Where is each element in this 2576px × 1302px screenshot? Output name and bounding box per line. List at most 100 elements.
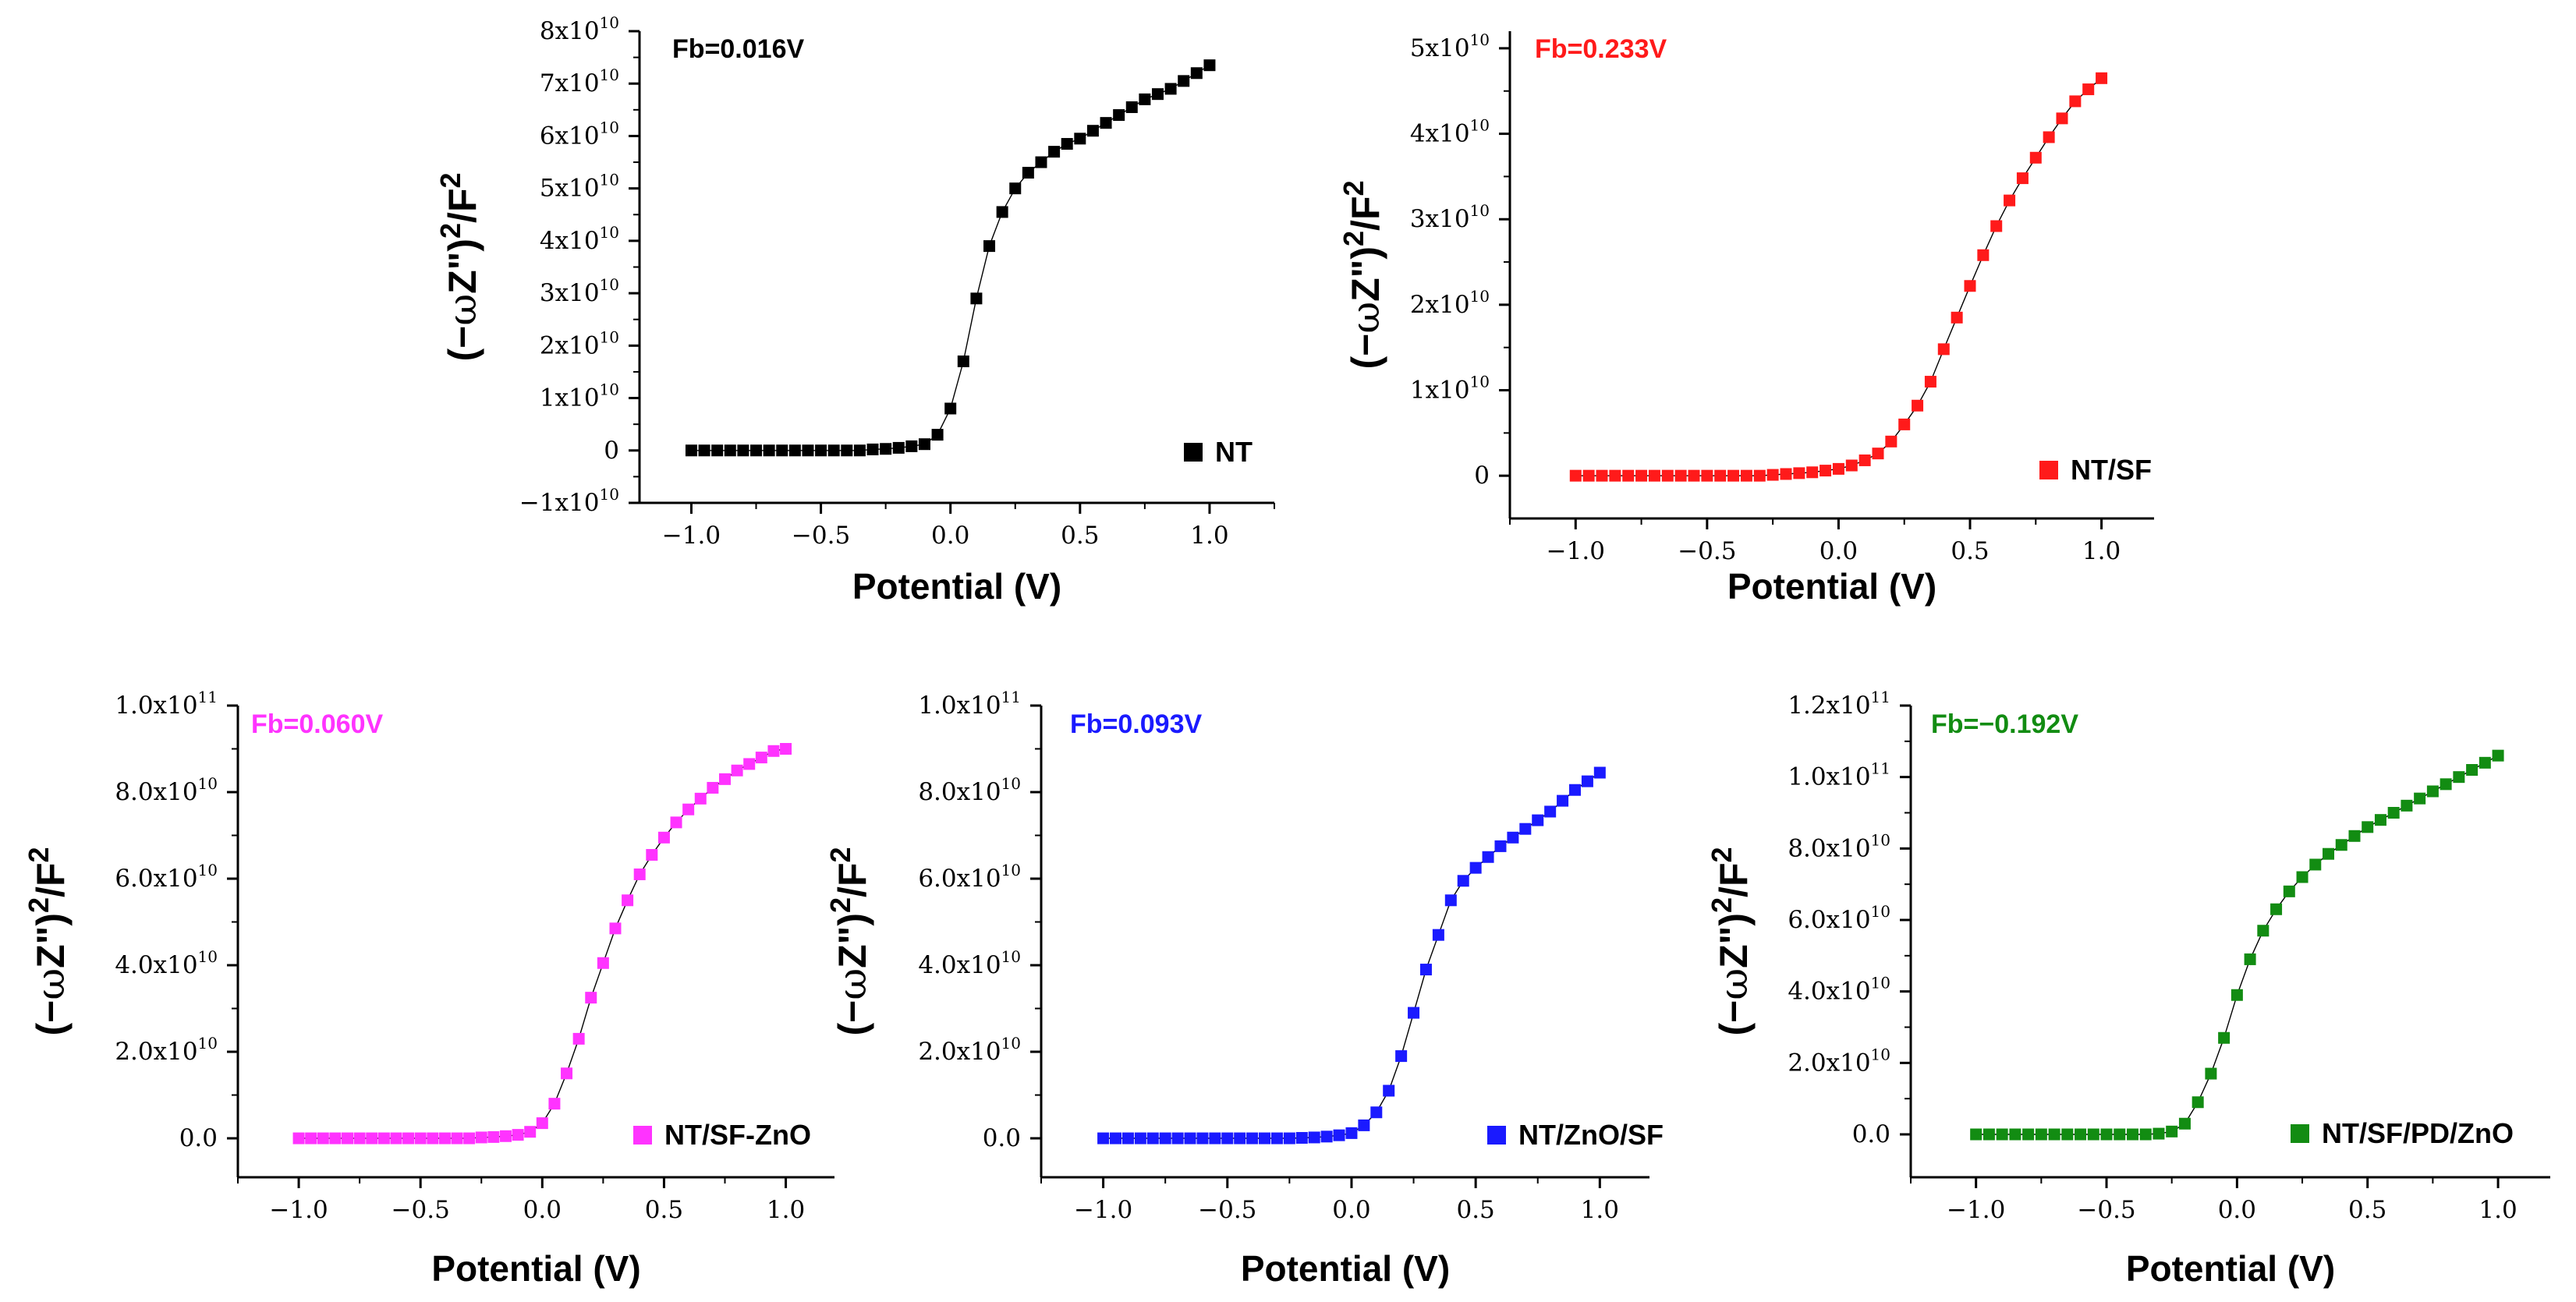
data-point	[2126, 1128, 2138, 1141]
panel-nt-sf-zno: −1.0 −0.5 0.0 0.5 1.0 0.0 2.0x1010 4.0x1010 6.0x…	[23, 688, 834, 1289]
series-line	[1575, 77, 2103, 476]
data-point	[427, 1132, 439, 1145]
y-tick-label: 0.0	[179, 1124, 218, 1152]
x-tick-label: 0.5	[1456, 1196, 1494, 1224]
data-point	[1009, 182, 1022, 195]
data-point	[2440, 778, 2452, 791]
data-point	[1648, 469, 1660, 482]
data-point	[1507, 831, 1519, 844]
y-tick-label: 6x1010	[540, 118, 619, 150]
data-point	[996, 206, 1008, 218]
data-point	[1209, 1132, 1221, 1145]
series-line	[299, 748, 786, 1139]
y-tick-label: 4.0x1010	[115, 947, 218, 979]
data-point	[1532, 814, 1544, 826]
x-tick-label: −0.5	[392, 1196, 450, 1224]
data-point	[1221, 1132, 1234, 1145]
y-tick-label: 4.0x1010	[1788, 974, 1890, 1006]
y-axis-title: (−ωZ")2/F2	[1338, 180, 1388, 369]
data-point	[317, 1132, 329, 1145]
data-point	[1320, 1130, 1333, 1143]
data-point	[957, 356, 969, 367]
data-point	[1766, 469, 1779, 481]
panel-nt-zno-sf: −1.0 −0.5 0.0 0.5 1.0 0.0 2.0x1010 4.0x1010 6.0x…	[824, 688, 1664, 1289]
data-point	[905, 440, 918, 452]
data-point	[767, 745, 780, 757]
data-point	[1793, 467, 1805, 479]
data-point	[2056, 112, 2068, 125]
legend-marker	[2039, 461, 2058, 479]
data-point	[1494, 840, 1507, 852]
data-point	[880, 443, 892, 455]
y-tick-label: 2.0x1010	[918, 1034, 1021, 1066]
y-tick-label: 6.0x1010	[115, 861, 218, 893]
x-tick-label: −1.0	[662, 522, 721, 550]
data-point	[750, 444, 763, 457]
y-tick-label: 0.0	[983, 1124, 1021, 1152]
data-point	[377, 1132, 390, 1145]
data-point	[2348, 830, 2361, 842]
data-point	[475, 1131, 487, 1144]
data-point	[970, 292, 983, 305]
data-point	[827, 444, 840, 457]
y-tick-label: 8.0x1010	[1788, 830, 1890, 862]
x-tick-label: −0.5	[792, 522, 850, 550]
data-point	[1358, 1119, 1370, 1131]
data-point	[1432, 929, 1444, 941]
data-point	[2096, 72, 2108, 84]
y-axis-title: (−ωZ")2/F2	[23, 847, 73, 1035]
data-point	[1203, 59, 1216, 72]
legend-label: NT/SF-ZnO	[664, 1119, 811, 1151]
data-point	[731, 764, 743, 777]
data-point	[1408, 1007, 1420, 1019]
data-point	[1885, 435, 1897, 448]
x-tick-label: 0.0	[1819, 537, 1858, 565]
data-point	[2492, 749, 2504, 762]
y-tick-label: 8.0x1010	[918, 774, 1021, 806]
y-tick-label: 4x1010	[1410, 116, 1490, 148]
data-point	[1234, 1132, 1246, 1145]
data-point	[2257, 925, 2270, 937]
data-point	[1086, 125, 1099, 137]
data-point	[2244, 953, 2256, 965]
data-point	[2283, 885, 2295, 897]
data-point	[1635, 469, 1648, 482]
y-tick-label: 4x1010	[540, 223, 619, 255]
data-point	[414, 1132, 427, 1145]
data-point	[1061, 138, 1073, 150]
data-point	[866, 443, 879, 455]
data-point	[1924, 376, 1936, 388]
data-point	[1806, 466, 1819, 479]
legend-label: NT/SF	[2071, 454, 2152, 486]
data-point	[698, 444, 710, 457]
y-axis-title: (−ωZ")2/F2	[434, 172, 485, 361]
fb-annotation: Fb=0.060V	[251, 709, 383, 739]
data-point	[366, 1132, 378, 1145]
fb-annotation: Fb=0.093V	[1070, 709, 1202, 739]
data-point	[438, 1132, 451, 1145]
data-point	[524, 1126, 537, 1138]
data-point	[1125, 101, 1138, 113]
data-point	[1898, 418, 1911, 430]
data-point	[670, 816, 682, 829]
data-point	[685, 444, 697, 457]
y-tick-label: 5x1010	[1410, 30, 1490, 62]
data-point	[499, 1130, 512, 1142]
x-axis-title: Potential (V)	[1727, 566, 1936, 607]
data-point	[2466, 764, 2479, 776]
data-point	[682, 803, 695, 816]
data-point	[585, 992, 597, 1004]
data-point	[944, 402, 957, 415]
data-point	[2453, 771, 2465, 784]
y-axis-title: (−ωZ")2/F2	[824, 847, 875, 1035]
panel-nt-sf-pd-zno: −1.0 −0.5 0.0 0.5 1.0 0.0 2.0x1010 4.0x1010 6.0x…	[1706, 688, 2550, 1289]
data-point	[1074, 133, 1086, 145]
data-point	[1121, 1132, 1134, 1145]
y-tick-label: 2x1010	[540, 327, 619, 359]
data-point	[1544, 805, 1557, 818]
data-point	[2043, 131, 2055, 143]
data-point	[2479, 756, 2491, 769]
legend-marker	[1487, 1126, 1506, 1145]
y-tick-label: 1x1010	[540, 380, 619, 412]
